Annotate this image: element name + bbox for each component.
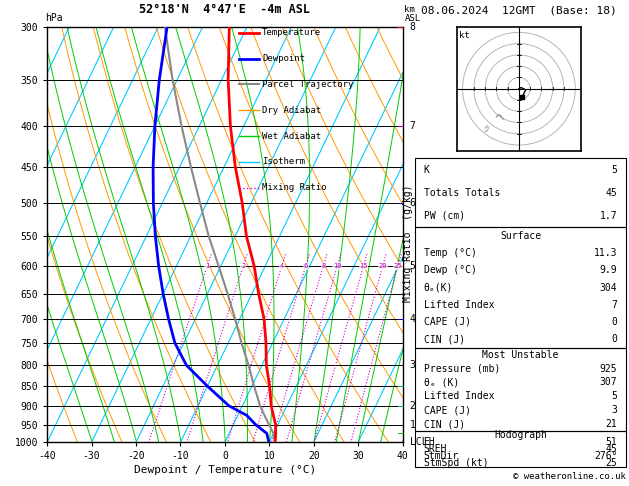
Text: EH: EH	[423, 437, 435, 447]
Text: 3: 3	[611, 405, 618, 415]
Text: CAPE (J): CAPE (J)	[423, 317, 470, 327]
Text: 8: 8	[409, 22, 416, 32]
Text: 10: 10	[333, 263, 342, 269]
Text: 2: 2	[409, 401, 416, 411]
Text: Mixing Ratio  (g/kg): Mixing Ratio (g/kg)	[403, 184, 413, 302]
X-axis label: Dewpoint / Temperature (°C): Dewpoint / Temperature (°C)	[134, 466, 316, 475]
Text: 1.7: 1.7	[600, 211, 618, 221]
Text: Temp (°C): Temp (°C)	[423, 248, 476, 258]
Text: Wet Adiabat: Wet Adiabat	[262, 132, 321, 140]
Text: 25: 25	[606, 458, 618, 468]
Text: SREH: SREH	[423, 444, 447, 454]
Text: kt: kt	[459, 31, 470, 40]
Text: 4: 4	[280, 263, 284, 269]
Text: 7: 7	[409, 121, 416, 131]
Text: —: —	[398, 198, 404, 208]
Text: PW (cm): PW (cm)	[423, 211, 465, 221]
Text: 276°: 276°	[594, 451, 618, 461]
Text: 925: 925	[600, 364, 618, 374]
Text: StmDir: StmDir	[423, 451, 459, 461]
Text: 6: 6	[304, 263, 308, 269]
Text: 45: 45	[606, 188, 618, 198]
Text: Dewp (°C): Dewp (°C)	[423, 265, 476, 276]
Text: Parcel Trajectory: Parcel Trajectory	[262, 80, 353, 89]
Text: —: —	[398, 381, 404, 391]
Text: 4: 4	[409, 314, 416, 324]
Text: CIN (J): CIN (J)	[423, 334, 465, 344]
Text: 7: 7	[611, 300, 618, 310]
Text: Isotherm: Isotherm	[262, 157, 305, 166]
Text: hPa: hPa	[45, 13, 63, 23]
Text: 8: 8	[321, 263, 325, 269]
Text: CIN (J): CIN (J)	[423, 419, 465, 429]
Text: km
ASL: km ASL	[404, 5, 421, 23]
Bar	[415, 348, 626, 431]
Text: StmSpd (kt): StmSpd (kt)	[423, 458, 488, 468]
Text: Lifted Index: Lifted Index	[423, 300, 494, 310]
Text: 3: 3	[409, 360, 416, 370]
Text: 2: 2	[241, 263, 245, 269]
Text: 08.06.2024  12GMT  (Base: 18): 08.06.2024 12GMT (Base: 18)	[421, 5, 617, 16]
Text: 5: 5	[611, 391, 618, 401]
Text: Hodograph: Hodograph	[494, 430, 547, 440]
Text: Most Unstable: Most Unstable	[482, 350, 559, 360]
Text: LCL: LCL	[409, 437, 427, 447]
Text: —: —	[398, 22, 404, 32]
Text: 5: 5	[409, 261, 416, 271]
Text: 5: 5	[611, 165, 618, 174]
Text: Dewpoint: Dewpoint	[262, 54, 305, 63]
Text: θₑ (K): θₑ (K)	[423, 378, 459, 387]
Text: Totals Totals: Totals Totals	[423, 188, 500, 198]
Text: —: —	[398, 314, 404, 324]
Text: Lifted Index: Lifted Index	[423, 391, 494, 401]
Text: —: —	[398, 429, 404, 438]
Bar	[415, 158, 626, 227]
Text: Dry Adiabat: Dry Adiabat	[262, 106, 321, 115]
Text: Mixing Ratio: Mixing Ratio	[262, 183, 326, 192]
Text: CAPE (J): CAPE (J)	[423, 405, 470, 415]
Text: 15: 15	[359, 263, 368, 269]
Text: 6: 6	[409, 198, 416, 208]
Text: © weatheronline.co.uk: © weatheronline.co.uk	[513, 472, 626, 481]
Bar	[415, 227, 626, 348]
Text: Pressure (mb): Pressure (mb)	[423, 364, 500, 374]
Text: θₑ(K): θₑ(K)	[423, 282, 453, 293]
Text: 307: 307	[600, 378, 618, 387]
Text: 1: 1	[409, 419, 416, 430]
Text: 21: 21	[606, 419, 618, 429]
Bar	[415, 431, 626, 467]
Text: 52°18'N  4°47'E  -4m ASL: 52°18'N 4°47'E -4m ASL	[140, 2, 310, 16]
Text: 11.3: 11.3	[594, 248, 618, 258]
Text: K: K	[423, 165, 430, 174]
Text: 1: 1	[205, 263, 209, 269]
Text: Temperature: Temperature	[262, 29, 321, 37]
Text: —: —	[398, 121, 404, 131]
Text: Surface: Surface	[500, 231, 541, 241]
Text: 9.9: 9.9	[600, 265, 618, 276]
Text: 25: 25	[394, 263, 402, 269]
Text: 0: 0	[611, 334, 618, 344]
Text: 304: 304	[600, 282, 618, 293]
Text: 0: 0	[611, 317, 618, 327]
Text: 45: 45	[606, 444, 618, 454]
Text: —: —	[398, 401, 404, 411]
Text: 20: 20	[379, 263, 387, 269]
Text: 51: 51	[606, 437, 618, 447]
